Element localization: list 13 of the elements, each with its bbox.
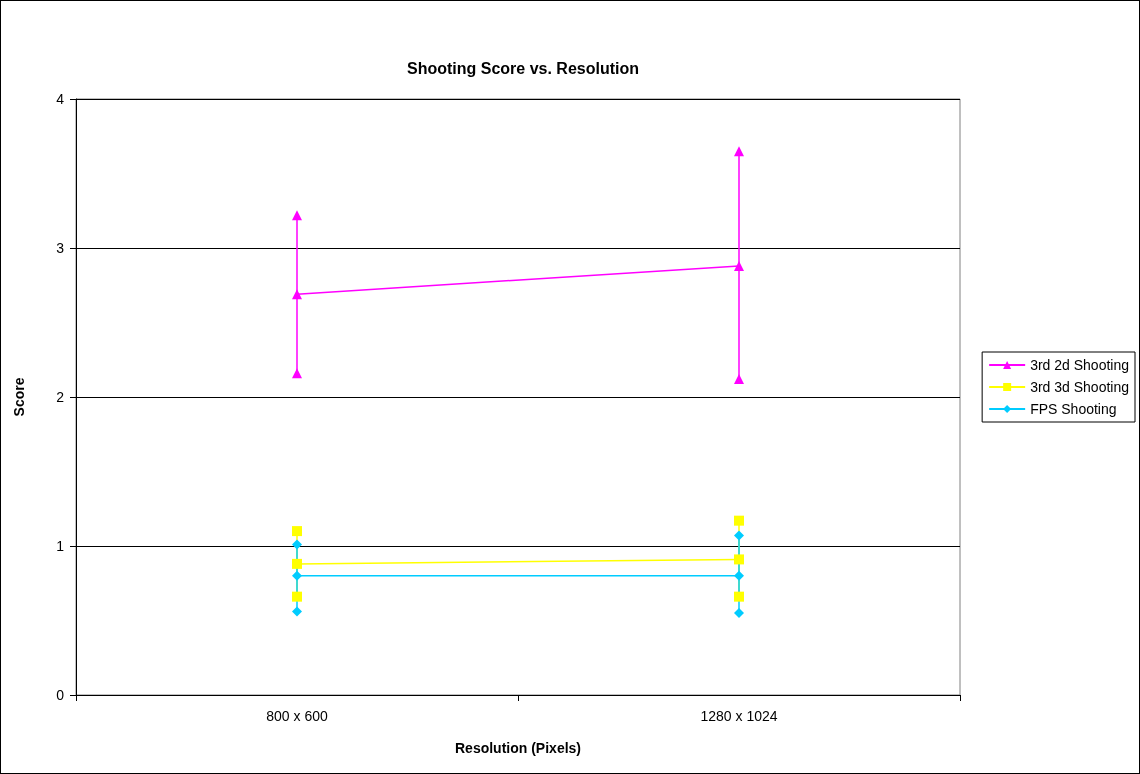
legend-label: 3rd 3d Shooting bbox=[1030, 379, 1129, 395]
y-tick-label: 0 bbox=[56, 687, 65, 703]
y-tick-label: 1 bbox=[56, 538, 65, 554]
chart-title: Shooting Score vs. Resolution bbox=[406, 59, 640, 77]
x-tick-label: 800 x 600 bbox=[266, 708, 328, 724]
y-axis-title: Score bbox=[11, 377, 27, 417]
x-tick-label: 1280 x 1024 bbox=[700, 708, 778, 724]
legend-label: FPS Shooting bbox=[1030, 401, 1117, 417]
x-axis-title: Resolution (Pixels) bbox=[454, 740, 582, 756]
legend-label: 3rd 2d Shooting bbox=[1030, 357, 1129, 373]
y-tick-label: 2 bbox=[56, 389, 65, 405]
y-tick-label: 4 bbox=[56, 91, 65, 107]
y-tick-label: 3 bbox=[56, 240, 65, 256]
